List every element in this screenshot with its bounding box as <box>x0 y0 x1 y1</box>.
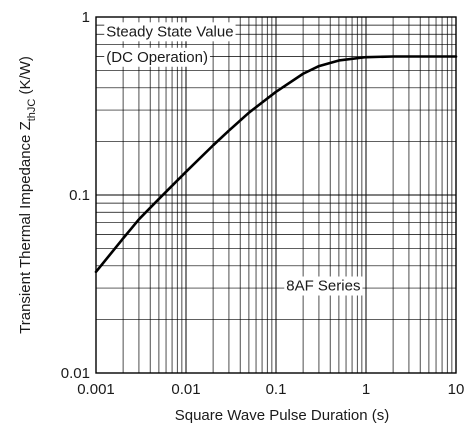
x-tick-label: 0.001 <box>77 381 115 398</box>
y-axis-label: Transient Thermal Impedance ZthJC (K/W) <box>17 56 38 334</box>
grid <box>95 17 456 374</box>
series-layer <box>94 55 458 274</box>
annotation-text: 8AF Series <box>286 278 360 295</box>
y-tick-label: 0.01 <box>61 365 90 382</box>
x-axis-label: Square Wave Pulse Duration (s) <box>175 407 390 424</box>
annotation-background <box>104 47 210 67</box>
y-axis-label-main: Transient Thermal Impedance Z <box>17 121 34 334</box>
annotation: Steady State Value <box>104 22 236 42</box>
y-tick-label: 0.1 <box>69 187 90 204</box>
tick-labels: 0.001 0.01 0.1 1 100.010.11 <box>61 9 465 398</box>
y-axis-label-unit: (K/W) <box>17 56 34 99</box>
x-tick-label: 10 <box>448 381 465 398</box>
annotation: (DC Operation) <box>104 47 210 67</box>
series-line <box>94 55 458 274</box>
annotation-background <box>284 276 363 296</box>
x-tick-label: 0.01 <box>171 381 200 398</box>
annotation-text: (DC Operation) <box>106 49 208 66</box>
annotations: Steady State Value (DC Operation) 8AF Seri… <box>104 22 363 296</box>
annotation-background <box>104 22 236 42</box>
plot-frame <box>95 16 457 374</box>
x-tick-label: 1 <box>362 381 370 398</box>
annotation-text: Steady State Value <box>106 23 233 40</box>
x-tick-label: 0.1 <box>266 381 287 398</box>
y-tick-label: 1 <box>82 9 90 26</box>
y-axis-label-subscript: thJC <box>26 99 38 122</box>
annotation: 8AF Series <box>284 276 363 296</box>
